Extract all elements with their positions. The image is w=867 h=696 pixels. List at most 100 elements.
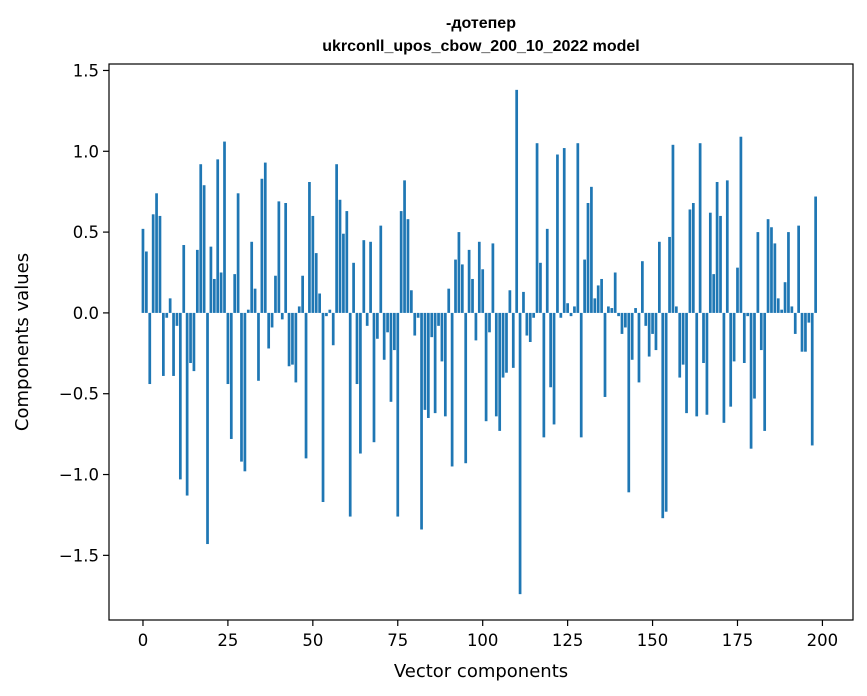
bar-81: [416, 312, 420, 318]
bar-173: [729, 312, 733, 407]
bar-140: [617, 312, 620, 317]
bar-46: [297, 306, 301, 313]
bar-6: [162, 312, 165, 376]
bar-158: [678, 312, 682, 378]
bar-72: [386, 312, 389, 333]
bar-149: [647, 312, 651, 357]
bar-37: [267, 312, 271, 349]
bar-5: [158, 215, 162, 313]
bar-73: [389, 312, 393, 402]
x-tick-label-175: 175: [722, 631, 754, 650]
bar-34: [257, 312, 260, 381]
bar-20: [209, 246, 213, 313]
bar-124: [562, 148, 566, 313]
bar-49: [308, 181, 311, 313]
bar-76: [399, 211, 403, 313]
bar-90: [447, 288, 451, 313]
bar-190: [787, 232, 790, 313]
bar-144: [630, 312, 634, 360]
y-tick-label-3: 0.0: [73, 304, 99, 323]
bar-152: [658, 241, 661, 313]
bar-115: [532, 312, 536, 318]
bar-32: [250, 241, 254, 313]
bar-184: [766, 219, 770, 313]
bar-95: [464, 312, 468, 464]
bar-170: [719, 215, 722, 313]
bar-118: [542, 312, 546, 438]
bar-130: [583, 259, 586, 313]
bar-99: [477, 241, 481, 313]
bar-68: [372, 312, 376, 443]
x-tick-label-75: 75: [387, 631, 408, 650]
x-tick-label-50: 50: [302, 631, 323, 650]
bar-16: [195, 249, 199, 313]
bar-120: [549, 312, 552, 388]
bar-85: [430, 312, 434, 338]
bar-171: [722, 312, 726, 423]
x-axis-label: Vector components: [394, 661, 568, 682]
x-tick-label-125: 125: [552, 631, 584, 650]
bar-48: [304, 312, 308, 459]
bar-97: [471, 278, 474, 313]
bar-80: [413, 312, 417, 336]
bar-98: [474, 312, 478, 341]
bar-10: [175, 312, 179, 326]
bar-1: [145, 251, 148, 313]
bar-55: [328, 309, 332, 313]
bar-185: [770, 227, 773, 313]
bar-53: [321, 312, 325, 503]
bar-119: [545, 228, 549, 313]
bar-3: [151, 214, 155, 313]
bar-191: [790, 306, 794, 313]
bar-28: [236, 193, 240, 313]
bar-31: [246, 309, 250, 313]
bar-35: [260, 178, 264, 313]
bar-116: [535, 143, 539, 313]
bar-101: [484, 312, 488, 422]
bar-117: [539, 262, 542, 313]
bar-125: [566, 303, 569, 313]
bar-180: [753, 312, 756, 399]
bar-45: [294, 312, 298, 383]
bar-151: [654, 312, 658, 351]
bar-188: [780, 309, 784, 313]
bar-147: [641, 261, 644, 313]
bar-56: [331, 312, 335, 346]
bar-168: [712, 274, 716, 313]
bar-50: [311, 215, 315, 313]
y-tick-label-6: 1.5: [73, 61, 99, 80]
bar-193: [797, 225, 800, 313]
bar-160: [685, 312, 688, 414]
bar-63: [355, 312, 359, 385]
bar-58: [338, 199, 342, 313]
bar-8: [168, 298, 172, 313]
bar-41: [280, 312, 284, 320]
chart-title-line1: -дотепер: [446, 15, 516, 32]
bar-24: [223, 141, 226, 313]
bar-69: [376, 312, 379, 339]
bar-126: [569, 312, 573, 317]
bar-87: [437, 312, 440, 326]
bar-93: [457, 232, 461, 313]
bar-122: [556, 154, 559, 313]
bar-139: [613, 272, 617, 313]
bar-104: [494, 312, 498, 417]
bar-146: [637, 312, 641, 383]
bar-11: [178, 312, 182, 480]
bar-100: [481, 269, 485, 313]
bar-161: [688, 209, 692, 313]
bar-89: [443, 312, 447, 417]
bar-127: [573, 306, 576, 313]
bar-106: [501, 312, 505, 378]
bar-134: [596, 285, 600, 313]
bar-52: [318, 293, 321, 313]
bar-74: [393, 312, 396, 351]
bar-195: [804, 312, 807, 352]
bar-167: [708, 212, 712, 313]
bar-189: [783, 282, 787, 313]
bar-135: [600, 278, 603, 313]
bar-66: [365, 312, 369, 326]
bar-132: [590, 186, 593, 313]
bar-43: [287, 312, 291, 367]
bar-182: [759, 312, 763, 351]
